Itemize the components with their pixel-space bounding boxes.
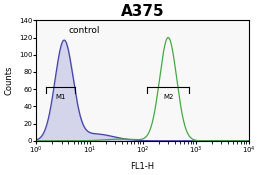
Text: M2: M2 xyxy=(163,94,173,100)
Title: A375: A375 xyxy=(121,4,165,19)
Text: M1: M1 xyxy=(55,94,66,100)
X-axis label: FL1-H: FL1-H xyxy=(131,162,155,171)
Text: control: control xyxy=(68,26,100,35)
Y-axis label: Counts: Counts xyxy=(4,66,13,95)
